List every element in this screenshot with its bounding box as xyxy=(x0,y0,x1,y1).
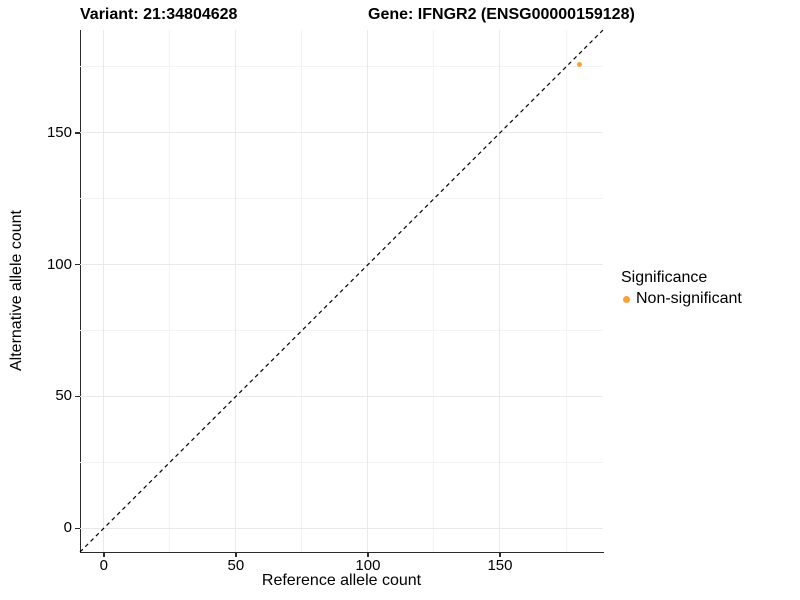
x-tick-label: 0 xyxy=(99,557,108,574)
legend-point-swatch xyxy=(623,295,630,303)
data-point xyxy=(576,61,582,67)
x-axis-title: Reference allele count xyxy=(261,572,422,589)
gene-title: Gene: IFNGR2 (ENSG00000159128) xyxy=(368,6,635,23)
gridline-y-major xyxy=(80,527,603,529)
gridline-y-major xyxy=(80,264,603,266)
y-tick-label: 50 xyxy=(55,387,72,405)
x-tick-mark xyxy=(235,552,237,557)
gridline-y-minor xyxy=(80,198,603,200)
identity-dashed-line xyxy=(79,29,604,553)
gridline-x-minor xyxy=(301,30,303,552)
gridline-x-major xyxy=(235,30,237,552)
y-tick-mark xyxy=(75,132,80,134)
x-tick-mark xyxy=(367,552,369,557)
gridline-x-major xyxy=(103,30,105,552)
y-tick-label: 100 xyxy=(46,255,72,273)
y-tick-mark xyxy=(75,527,80,530)
gridline-y-minor xyxy=(80,66,603,68)
y-tick-label: 0 xyxy=(63,519,72,537)
x-tick-label: 100 xyxy=(355,557,381,574)
gridline-y-minor xyxy=(80,461,603,463)
x-tick-label: 50 xyxy=(227,557,245,574)
gridline-x-minor xyxy=(565,30,567,552)
gridline-x-major xyxy=(367,30,369,552)
gridline-x-minor xyxy=(169,30,171,552)
plot-panel xyxy=(80,30,604,553)
x-tick-label: 150 xyxy=(487,557,513,574)
gridline-y-minor xyxy=(80,330,603,332)
legend-title: Significance xyxy=(621,269,708,286)
legend-item-label: Non-significant xyxy=(636,290,742,307)
y-tick-label: 150 xyxy=(46,123,72,141)
y-tick-mark xyxy=(75,263,80,266)
gridline-x-major xyxy=(499,30,501,552)
x-tick-mark xyxy=(103,552,105,557)
y-tick-mark xyxy=(75,395,80,398)
gridline-x-minor xyxy=(433,30,435,552)
legend-item: Non-significant xyxy=(621,290,742,308)
y-axis-title: Alternative allele count xyxy=(8,210,25,372)
gridline-y-major xyxy=(80,132,603,134)
gridline-y-major xyxy=(80,395,603,397)
variant-title: Variant: 21:34804628 xyxy=(80,6,238,23)
x-tick-mark xyxy=(499,552,501,557)
legend: Significance Non-significant xyxy=(621,269,742,308)
